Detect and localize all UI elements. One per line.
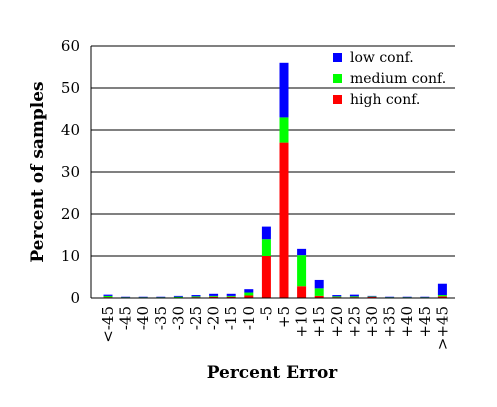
bar-low-conf	[226, 293, 236, 296]
legend-label: medium conf.	[350, 71, 446, 87]
bar-high-conf	[437, 296, 447, 298]
x-tick-label: -30	[169, 306, 187, 330]
gridlines	[91, 45, 455, 257]
bar-high-conf	[226, 296, 236, 298]
bar-high-conf	[279, 142, 289, 298]
bar-medium-conf	[244, 292, 254, 296]
bar-low-conf	[209, 293, 219, 296]
bar-medium-conf	[103, 295, 113, 298]
bar-medium-conf	[173, 296, 183, 298]
x-tick-labels: <-45 -45 -40 -35 -30 -25 -20 -15 -10 -5 +5 +10 +15 +2…	[99, 306, 451, 350]
y-tick-label: 10	[61, 247, 80, 265]
x-tick-label: -25	[187, 306, 205, 330]
x-tick-label: +45	[416, 306, 434, 338]
bar-medium-conf	[437, 295, 447, 297]
bar-low-conf	[279, 62, 289, 118]
bar-low-conf	[385, 296, 395, 298]
bar-medium-conf	[226, 295, 236, 297]
bar-medium-conf	[191, 296, 201, 298]
bar-high-conf	[244, 295, 254, 298]
x-tick-label: +40	[398, 306, 416, 338]
y-tick-labels: 0 10 20 30 40 50 60	[61, 37, 80, 307]
bar-medium-conf	[297, 255, 307, 287]
y-tick-label: 50	[61, 79, 80, 97]
bar-high-conf	[297, 286, 307, 298]
legend-swatch	[333, 95, 342, 104]
x-tick-label: +20	[328, 306, 346, 338]
bar-medium-conf	[367, 296, 377, 297]
y-tick-label: 30	[61, 163, 80, 181]
x-tick-label: +5	[275, 306, 293, 328]
bar-low-conf	[332, 295, 342, 297]
bar-medium-conf	[402, 297, 412, 298]
bar-medium-conf	[121, 297, 131, 298]
bar-low-conf	[121, 296, 131, 298]
x-tick-label: +25	[345, 306, 363, 338]
x-tick-label: -5	[257, 306, 275, 321]
y-tick-label: 0	[70, 289, 80, 307]
bar-low-conf	[367, 295, 377, 297]
y-tick-label: 20	[61, 205, 80, 223]
bar-low-conf	[402, 296, 412, 298]
bar-low-conf	[420, 296, 430, 298]
bar-low-conf	[437, 283, 447, 296]
bar-low-conf	[297, 248, 307, 256]
bar-medium-conf	[261, 239, 271, 256]
y-tick-label: 60	[61, 37, 80, 55]
bar-medium-conf	[332, 296, 342, 298]
bar-high-conf	[314, 295, 324, 298]
bar-low-conf	[244, 289, 254, 293]
x-tick-label: -35	[152, 306, 170, 330]
bar-medium-conf	[279, 117, 289, 143]
y-tick-label: 40	[61, 121, 80, 139]
x-tick-label: <-45	[99, 306, 117, 343]
bar-medium-conf	[138, 297, 148, 298]
x-tick-label: -40	[134, 306, 152, 330]
bar-low-conf	[349, 294, 359, 297]
bar-low-conf	[261, 226, 271, 240]
x-tick-label: -15	[222, 306, 240, 330]
x-tick-label: +15	[310, 306, 328, 338]
bar-low-conf	[103, 294, 113, 296]
x-tick-label: -10	[240, 306, 258, 330]
bar-medium-conf	[349, 296, 359, 298]
bar-high-conf	[367, 296, 377, 298]
bar-medium-conf	[209, 295, 219, 297]
legend-label: high conf.	[350, 92, 420, 108]
x-tick-label: >+45	[433, 306, 451, 350]
bar-low-conf	[156, 296, 166, 298]
bar-low-conf	[173, 295, 183, 297]
x-tick-label: +35	[381, 306, 399, 338]
x-tick-label: +30	[363, 306, 381, 338]
bar-medium-conf	[385, 297, 395, 298]
x-axis-title: Percent Error	[207, 363, 339, 383]
bar-high-conf	[261, 256, 271, 298]
legend: low conf. medium conf. high conf.	[333, 50, 446, 108]
legend-swatch	[333, 74, 342, 83]
bar-high-conf	[209, 296, 219, 298]
axes	[90, 46, 455, 299]
x-tick-label: -20	[205, 306, 223, 330]
bar-low-conf	[138, 296, 148, 298]
bar-medium-conf	[420, 297, 430, 298]
y-axis-title: Percent of samples	[28, 81, 48, 262]
x-tick-label: -45	[117, 306, 135, 330]
bar-medium-conf	[156, 297, 166, 298]
bar-low-conf	[191, 295, 201, 297]
bar-medium-conf	[314, 288, 324, 296]
legend-label: low conf.	[350, 50, 414, 66]
x-tick-label: +10	[293, 306, 311, 338]
legend-swatch	[333, 53, 342, 62]
bar-low-conf	[314, 279, 324, 289]
